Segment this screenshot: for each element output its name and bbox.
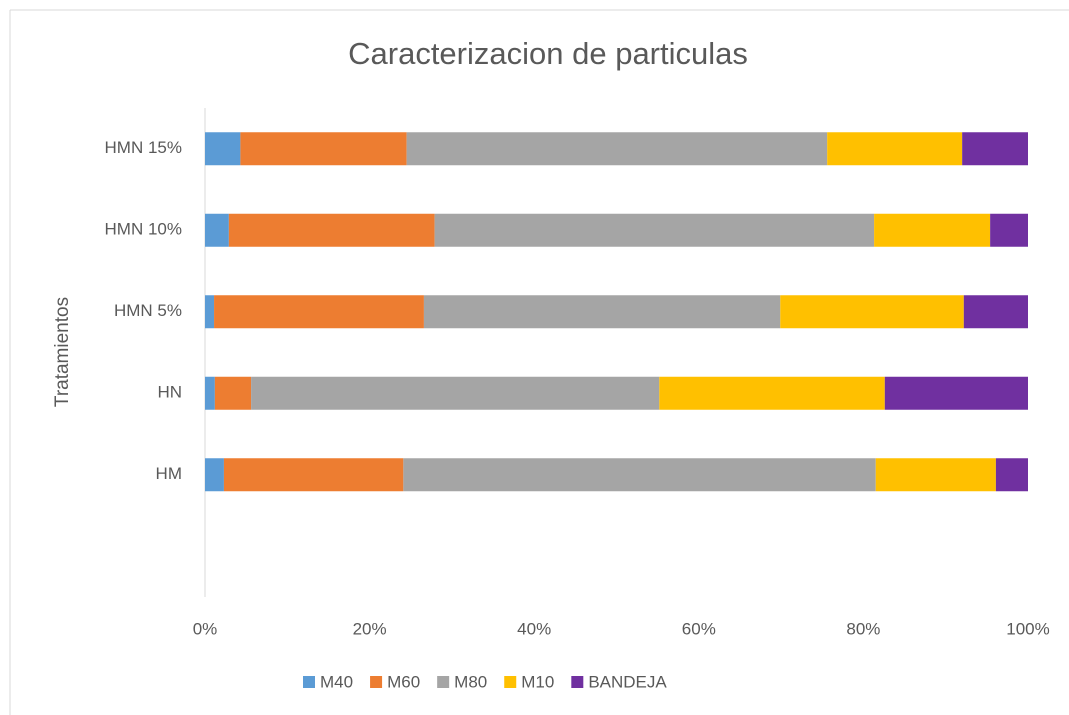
y-tick-label: HN [157,383,182,402]
bar-segment [990,213,1028,247]
bar-segment [228,213,435,247]
bar-segment [205,295,215,329]
bar-segment [875,458,996,492]
bar-segment [434,213,875,247]
bar-segment [223,458,404,492]
x-tick-label: 60% [682,619,716,638]
y-axis-label: Tratamientos [52,297,73,407]
y-tick-label: HMN 10% [105,220,182,239]
x-tick-label: 40% [517,619,551,638]
y-tick-label: HM [156,464,182,483]
bar-segment [827,132,963,166]
bar-segment [205,132,241,166]
bar-segment [884,376,1028,410]
legend-label: M10 [521,672,554,691]
bar-segment [214,295,424,329]
legend-label: M60 [387,672,420,691]
legend-swatch [571,676,584,688]
legend-swatch [303,676,315,688]
x-tick-label: 20% [353,619,387,638]
x-tick-label: 100% [1006,619,1049,638]
bar-segment [214,376,252,410]
bar-segment [995,458,1028,492]
bar-segment [962,132,1028,166]
bar-segment [205,458,224,492]
y-tick-label: HMN 5% [114,301,182,320]
y-tick-label: HMN 15% [105,138,182,157]
bar-segment [874,213,991,247]
bar-segment [403,458,876,492]
bar-segment [963,295,1028,329]
chart-title: Caracterizacion de particulas [348,36,748,71]
bar-segment [240,132,407,166]
legend-swatch [370,676,383,688]
bar-segment [780,295,964,329]
legend-swatch [504,676,517,688]
bar-segment [423,295,781,329]
bar-segment [251,376,660,410]
bar-segment [659,376,885,410]
legend-label: BANDEJA [588,672,667,691]
legend-swatch [437,676,450,688]
bar-segment [205,213,229,247]
legend-label: M80 [454,672,487,691]
x-tick-label: 0% [193,619,218,638]
x-tick-label: 80% [846,619,880,638]
bar-segment [205,376,215,410]
bar-segment [406,132,828,166]
legend-label: M40 [320,672,353,691]
